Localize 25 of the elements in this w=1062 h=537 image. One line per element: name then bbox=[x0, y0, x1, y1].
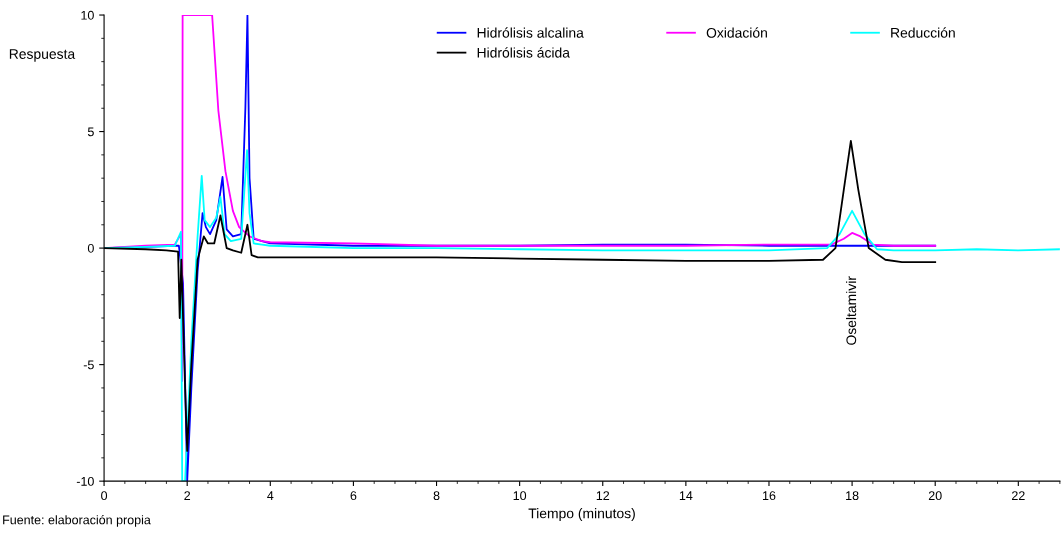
x-tick-label: 6 bbox=[350, 491, 357, 501]
x-tick-label: 14 bbox=[679, 491, 693, 500]
x-tick-label: 16 bbox=[762, 491, 776, 501]
x-tick-label: 18 bbox=[846, 491, 859, 501]
source-note: Fuente: elaboración propia bbox=[3, 514, 151, 527]
x-tick-label: 2 bbox=[184, 491, 191, 500]
y-tick-label: -5 bbox=[83, 360, 94, 370]
legend-label: Hidrólisis alcalina bbox=[477, 27, 584, 38]
x-tick-label: 20 bbox=[928, 491, 942, 501]
y-tick-label: 5 bbox=[87, 127, 94, 137]
x-tick-label: 12 bbox=[596, 491, 610, 500]
legend-label: Reducción bbox=[891, 27, 955, 38]
x-tick-label: 10 bbox=[513, 491, 527, 501]
legend-label: Hidrólisis ácida bbox=[477, 47, 570, 58]
x-tick-label: 4 bbox=[267, 491, 274, 500]
x-axis-title: Tiempo (minutos) bbox=[528, 508, 635, 522]
y-tick-label: 0 bbox=[87, 243, 94, 253]
y-tick-label: 10 bbox=[81, 10, 94, 20]
annotation: Oseltamivir bbox=[845, 276, 857, 345]
y-tick-label: -10 bbox=[76, 476, 94, 486]
legend-label: Oxidación bbox=[706, 27, 767, 38]
x-tick-label: 8 bbox=[433, 491, 440, 501]
x-tick-label: 22 bbox=[1012, 491, 1025, 500]
x-tick-label: 0 bbox=[101, 491, 108, 501]
y-axis-title: Respuesta bbox=[9, 49, 76, 62]
